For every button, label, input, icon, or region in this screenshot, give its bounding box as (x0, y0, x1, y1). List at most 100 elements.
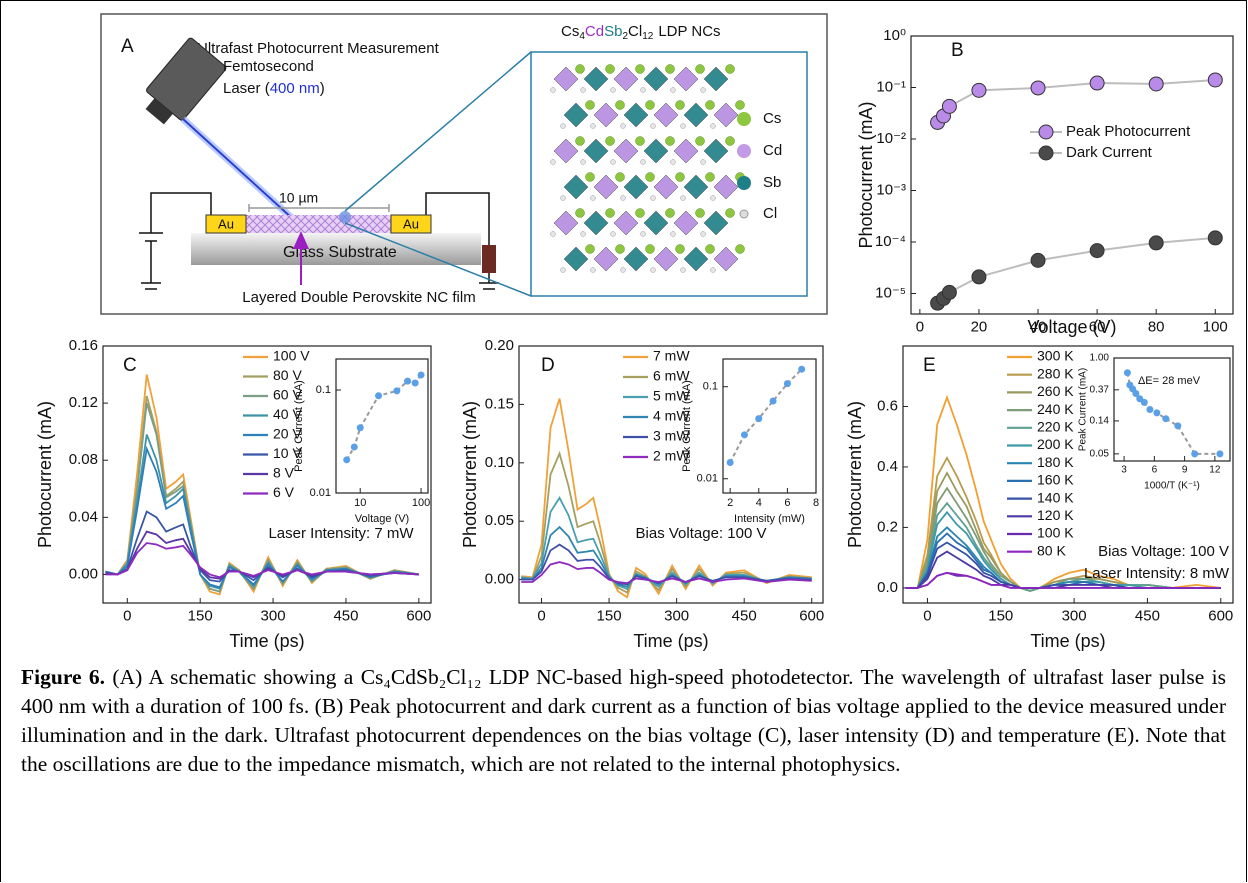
x-tick-label: 600 (406, 607, 431, 624)
atom (645, 172, 655, 182)
x-tick-label: 2 (727, 497, 733, 509)
y-tick-label: 0.6 (877, 397, 898, 414)
octahedron (553, 66, 579, 92)
atom (615, 172, 625, 182)
series-line (105, 542, 419, 579)
legend-label: 260 K (1037, 383, 1074, 399)
octahedron (583, 66, 609, 92)
octahedron (683, 174, 709, 200)
octahedron (703, 138, 729, 164)
atom (575, 64, 585, 74)
atom (605, 208, 615, 218)
panel-label: B (951, 40, 964, 61)
electrode (205, 214, 247, 234)
atom (610, 231, 616, 237)
octahedron (553, 138, 579, 164)
x-tick-label: 60 (1089, 318, 1106, 335)
circuit-right (425, 192, 499, 290)
data-point (783, 380, 791, 388)
x-tick-label: 8 (813, 497, 819, 509)
zoom-lines (344, 51, 532, 297)
y-axis-title: Photocurrent (mA) (35, 401, 55, 548)
octahedron (673, 66, 699, 92)
y-tick-label: 0.12 (69, 394, 98, 411)
legend-label: 200 K (1037, 436, 1074, 452)
y-tick-label: 10⁻² (876, 130, 906, 147)
laser-label: Laser (400 nm) (223, 80, 325, 97)
data-point (941, 284, 957, 300)
chart: 3 6 9 12 0.05 0.14 0.37 1.00 1000/T (K⁻¹) Peak Cu… (1078, 353, 1231, 492)
data-point (755, 415, 763, 423)
atom-label: Cs (763, 110, 781, 127)
legend-label: 180 K (1037, 454, 1074, 470)
legend-label: 6 V (273, 484, 295, 500)
series-line (105, 445, 419, 589)
atom (705, 172, 715, 182)
y-tick-label: 0.08 (69, 451, 98, 468)
panel-frame (100, 13, 828, 315)
y-tick-label: 0.01 (310, 487, 331, 499)
legend-label: Peak Photocurrent (1066, 123, 1191, 140)
x-tick-label: 0 (537, 607, 545, 624)
data-point (1148, 76, 1164, 92)
atom-label: Cd (763, 142, 782, 159)
x-tick-label: 80 (1148, 318, 1165, 335)
atom (640, 159, 646, 165)
octahedron (713, 246, 739, 272)
atom (710, 195, 716, 201)
atom (560, 267, 566, 273)
plot-frame (335, 358, 429, 494)
plot-frame (102, 345, 432, 604)
atom (695, 208, 705, 218)
atom (610, 159, 616, 165)
atom (735, 244, 745, 254)
atom (725, 136, 735, 146)
y-tick-label: 0.1 (316, 384, 331, 396)
legend-label: 10 V (273, 445, 302, 461)
data-point (1216, 450, 1224, 458)
atom (610, 87, 616, 93)
atom (680, 195, 686, 201)
atom (695, 136, 705, 146)
series-line (521, 525, 812, 588)
panel-label: D (541, 355, 555, 376)
legend-label: 100 K (1037, 525, 1074, 541)
x-tick-label: 9 (1182, 465, 1188, 476)
atom-key (737, 112, 751, 126)
atom (680, 123, 686, 129)
x-tick-label: 0 (916, 318, 924, 335)
legend-label: 7 mW (653, 348, 690, 364)
data-point (740, 431, 748, 439)
electrode-label: Au (218, 216, 234, 231)
octahedron (553, 210, 579, 236)
atom-label: Cl (763, 205, 777, 222)
atom (575, 136, 585, 146)
legend-label: 6 mW (653, 368, 690, 384)
resistor (482, 245, 496, 273)
y-tick-label: 0.05 (1090, 449, 1110, 460)
atom-label: Sb (763, 174, 781, 191)
series-line (729, 368, 803, 463)
data-point (1030, 252, 1046, 268)
atom (710, 123, 716, 129)
atom (675, 100, 685, 110)
series-line (521, 398, 812, 599)
data-point (375, 392, 383, 400)
legend-label: 120 K (1037, 507, 1074, 523)
legend-label: 5 mW (653, 388, 690, 404)
x-tick-label: 300 (664, 607, 689, 624)
atom (680, 267, 686, 273)
data-point (1123, 369, 1131, 377)
x-tick-label: 450 (333, 607, 358, 624)
chart: 10 100 0.01 0.1 Voltage (V) Peak Current (mA) (293, 358, 430, 525)
octahedron (643, 66, 669, 92)
y-tick-label: 0.15 (485, 395, 514, 412)
series-line (521, 561, 812, 585)
x-tick-label: 0 (123, 607, 131, 624)
atom (665, 64, 675, 74)
octahedron (653, 246, 679, 272)
plot-frame (902, 345, 1234, 604)
data-point (411, 379, 419, 387)
octahedron (563, 174, 589, 200)
